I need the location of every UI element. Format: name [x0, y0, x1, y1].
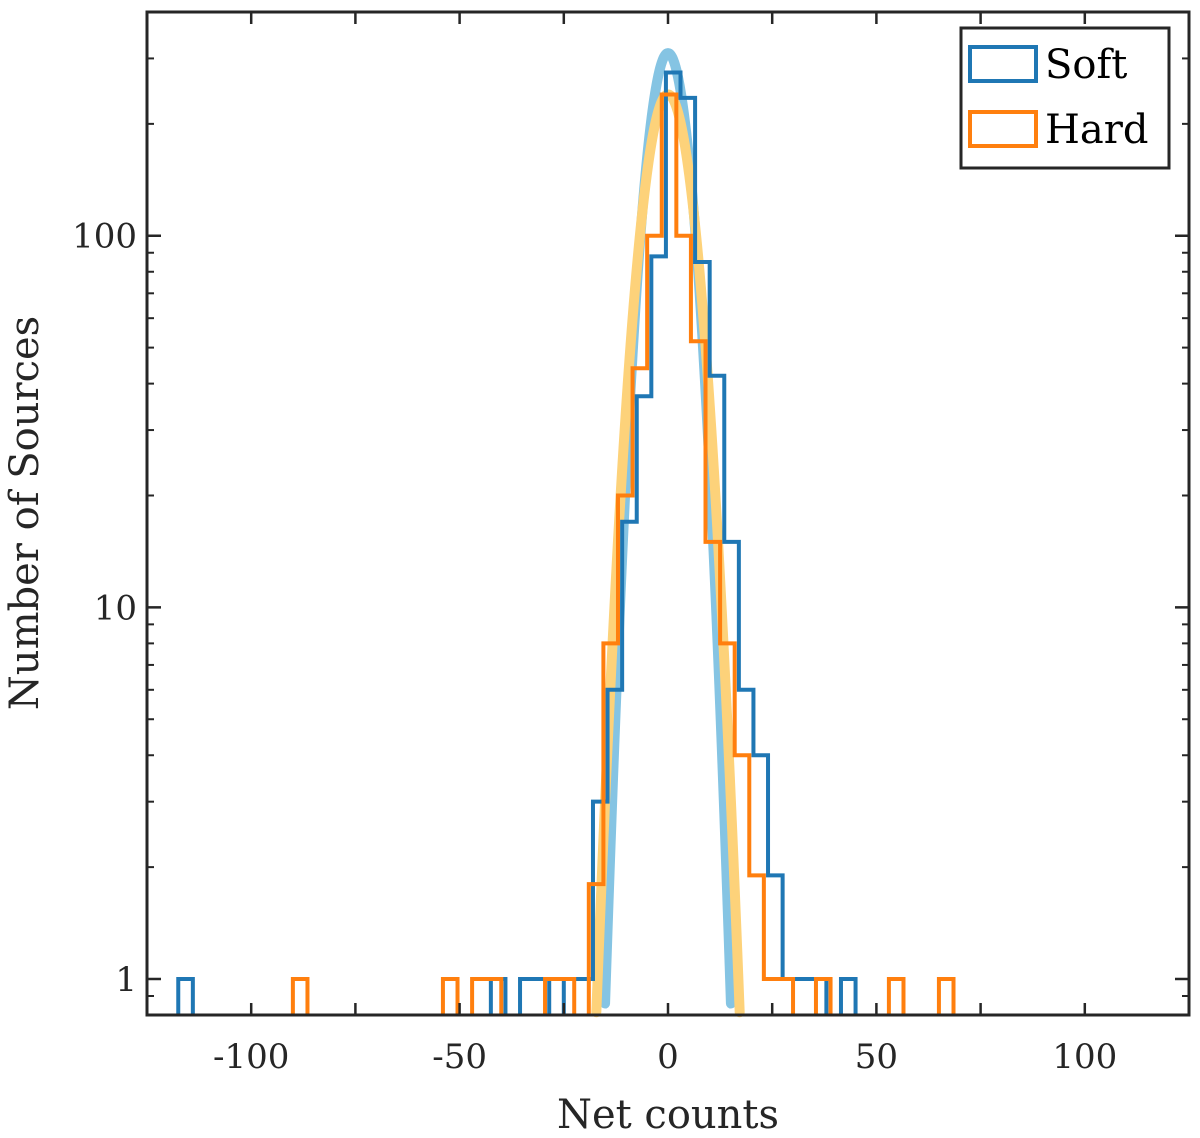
- x-tick-label: -50: [432, 1037, 487, 1077]
- y-tick-label: 10: [94, 588, 137, 628]
- legend: Soft Hard: [959, 26, 1171, 170]
- x-tick-label: 100: [1052, 1037, 1117, 1077]
- ticks: -100 -50 0 50 100 1 10 100: [72, 12, 1189, 1077]
- histogram-series: [176, 70, 956, 1015]
- x-tick-label: 0: [657, 1037, 679, 1077]
- histogram-outline-hard: [290, 92, 956, 1015]
- y-tick-label: 1: [115, 960, 137, 1000]
- legend-label-soft: Soft: [1045, 42, 1127, 88]
- y-axis-title: Number of Sources: [2, 316, 48, 710]
- x-tick-label: 50: [855, 1037, 898, 1077]
- legend-swatch-soft: [968, 45, 1038, 83]
- legend-label-hard: Hard: [1045, 107, 1148, 153]
- x-tick-label: -100: [213, 1037, 289, 1077]
- legend-swatch-hard: [968, 110, 1038, 148]
- x-axis-title: Net counts: [557, 1092, 779, 1138]
- series-hard: [290, 92, 956, 1015]
- y-tick-label: 100: [72, 217, 137, 257]
